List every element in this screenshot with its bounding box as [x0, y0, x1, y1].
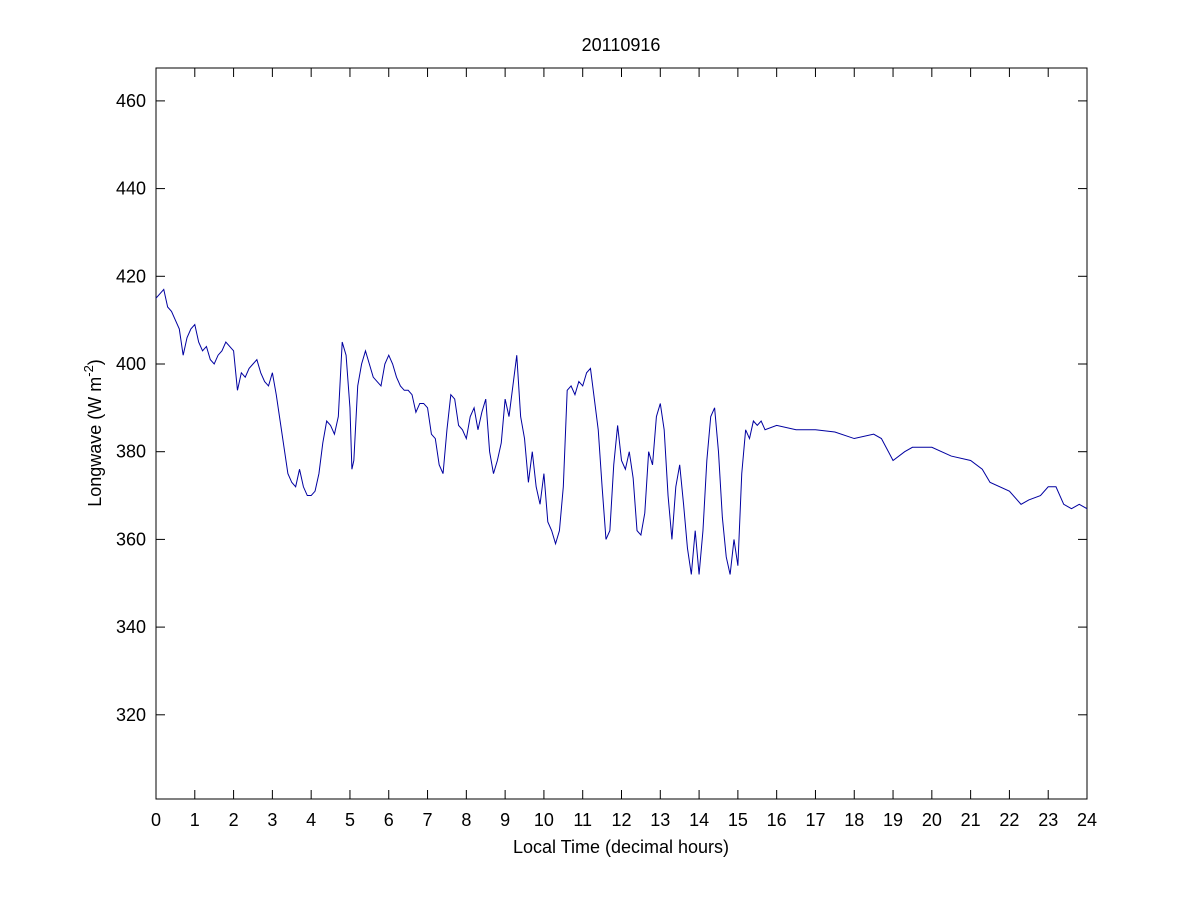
x-tick-label: 18: [844, 810, 864, 830]
x-tick-label: 1: [190, 810, 200, 830]
x-tick-label: 13: [650, 810, 670, 830]
x-tick-label: 22: [999, 810, 1019, 830]
x-tick-label: 0: [151, 810, 161, 830]
y-tick-label: 440: [116, 179, 146, 199]
y-tick-label: 460: [116, 91, 146, 111]
x-axis-label: Local Time (decimal hours): [513, 837, 729, 857]
y-label-sup: -2: [81, 365, 96, 377]
y-label-end: ): [85, 359, 105, 365]
x-tick-label: 6: [384, 810, 394, 830]
chart-title: 20110916: [582, 35, 661, 55]
axes-box: [155, 67, 1088, 800]
x-tick-label: 11: [573, 810, 592, 830]
y-tick-label: 420: [116, 266, 146, 286]
x-tick-label: 9: [500, 810, 510, 830]
data-line: [155, 288, 1088, 575]
y-tick-label: 380: [116, 442, 146, 462]
x-tick-label: 2: [229, 810, 239, 830]
x-tick-label: 16: [767, 810, 787, 830]
y-label-text: Longwave (W m: [85, 377, 105, 507]
x-tick-label: 24: [1077, 810, 1097, 830]
x-tick-label: 10: [534, 810, 554, 830]
x-tick-label: 19: [883, 810, 903, 830]
x-tick-label: 15: [728, 810, 748, 830]
x-tick-label: 7: [423, 810, 433, 830]
x-tick-label: 17: [805, 810, 825, 830]
y-tick-label: 340: [116, 617, 146, 637]
x-tick-label: 12: [611, 810, 631, 830]
x-tick-label: 5: [345, 810, 355, 830]
x-tick-label: 20: [922, 810, 942, 830]
y-tick-label: 320: [116, 705, 146, 725]
y-tick-label: 360: [116, 529, 146, 549]
y-axis-label: Longwave (W m-2): [81, 359, 105, 507]
y-tick-label: 400: [116, 354, 146, 374]
x-tick-label: 3: [267, 810, 277, 830]
x-tick-label: 21: [961, 810, 981, 830]
x-tick-label: 8: [461, 810, 471, 830]
x-tick-label: 4: [306, 810, 316, 830]
x-tick-label: 23: [1038, 810, 1058, 830]
x-tick-label: 14: [689, 810, 709, 830]
